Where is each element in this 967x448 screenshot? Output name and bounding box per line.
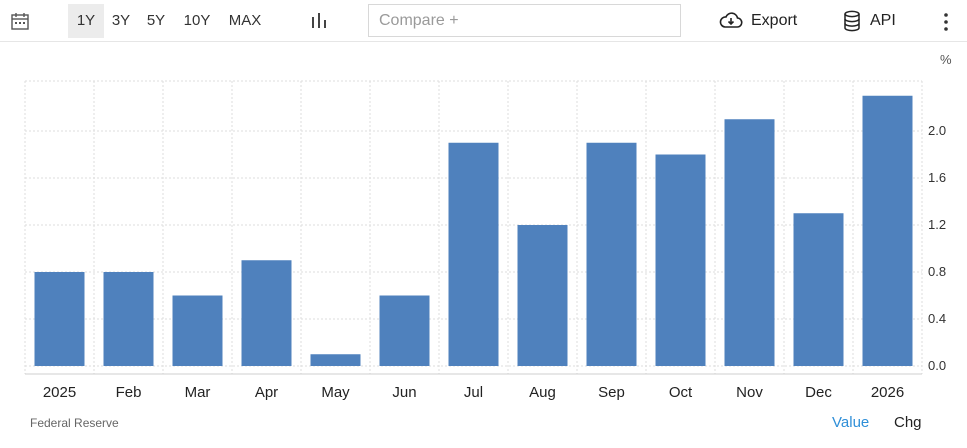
export-button[interactable]: Export — [719, 9, 797, 33]
export-label: Export — [751, 12, 798, 29]
data-source: Federal Reserve — [30, 416, 119, 430]
range-max-button[interactable]: MAX — [228, 12, 262, 29]
change-tab[interactable]: Chg — [894, 414, 922, 431]
y-unit-label: % — [940, 52, 952, 67]
range-10y-button[interactable]: 10Y — [183, 12, 211, 29]
x-tick-label: Nov — [736, 384, 763, 401]
x-tick-label: May — [321, 384, 350, 401]
bar-2026 — [862, 95, 913, 366]
api-button[interactable]: API — [842, 9, 896, 33]
bar-chart: 2025 Feb Mar Apr May Jun Jul Aug Sep Oct Nov Dec 202… — [24, 52, 952, 401]
y-tick-label: 0.8 — [928, 264, 946, 279]
calendar-icon[interactable] — [10, 11, 30, 31]
y-tick-label: 1.6 — [928, 170, 946, 185]
y-tick-label: 0.0 — [928, 358, 946, 373]
compare-input[interactable] — [368, 4, 681, 37]
chart-toolbar: 1Y 3Y 5Y 10Y MAX Export API — [0, 0, 967, 42]
bar-may — [310, 354, 361, 366]
y-tick-label: 1.2 — [928, 217, 946, 232]
kebab-menu-icon[interactable] — [940, 12, 952, 32]
bar-apr — [241, 260, 292, 366]
x-tick-label: Aug — [529, 384, 556, 401]
bar-sep — [586, 142, 637, 366]
x-tick-label: Oct — [669, 384, 693, 401]
bar-feb — [103, 272, 154, 366]
bar-jul — [448, 142, 499, 366]
x-tick-label: Dec — [805, 384, 832, 401]
value-tab[interactable]: Value — [832, 414, 870, 431]
y-tick-label: 2.0 — [928, 123, 946, 138]
bar-oct — [655, 154, 706, 366]
bar-nov — [724, 119, 775, 366]
x-tick-label: Feb — [116, 384, 142, 401]
bar-dec — [793, 213, 844, 366]
toolbar-divider — [0, 41, 967, 42]
x-tick-label: 2026 — [871, 384, 904, 401]
x-tick-label: Sep — [598, 384, 625, 401]
x-tick-label: Apr — [255, 384, 278, 401]
bar-chart-icon[interactable] — [310, 12, 328, 30]
bar-jun — [379, 295, 430, 366]
x-tick-label: Mar — [185, 384, 211, 401]
range-3y-button[interactable]: 3Y — [111, 12, 131, 29]
bar-aug — [517, 225, 568, 366]
x-tick-label: Jun — [392, 384, 416, 401]
x-tick-label: 2025 — [43, 384, 76, 401]
bar-2025 — [34, 272, 85, 366]
range-5y-button[interactable]: 5Y — [146, 12, 166, 29]
range-1y-button[interactable]: 1Y — [68, 4, 104, 38]
database-icon — [844, 10, 860, 32]
cloud-download-icon — [719, 12, 743, 28]
y-tick-label: 0.4 — [928, 311, 946, 326]
bar-mar — [172, 295, 223, 366]
api-label: API — [870, 12, 896, 29]
x-tick-label: Jul — [464, 384, 483, 401]
